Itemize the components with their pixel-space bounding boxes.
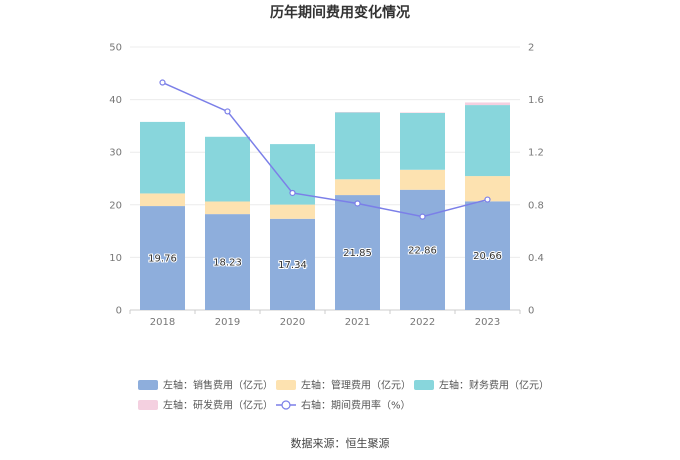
legend-item[interactable]: 左轴：销售费用（亿元）	[138, 379, 273, 392]
left-axis: 0 10 20 30 40 50	[109, 43, 122, 317]
line-series	[159, 79, 491, 220]
x-axis-tick-label: 2023	[475, 317, 500, 328]
x-axis: 2018 2019 2020 2021 2022 2023	[129, 310, 521, 328]
bar-segment-4	[335, 111, 380, 113]
legend-marker	[281, 400, 291, 410]
bar-segment-1	[270, 218, 315, 310]
x-axis-tick-label: 2018	[150, 317, 175, 328]
bar-segment-1	[335, 195, 380, 310]
right-axis-tick-label: 0.4	[528, 253, 544, 264]
bar-data-label: 20.66	[473, 251, 502, 262]
bar-segment-3	[400, 112, 445, 170]
left-axis-tick-label: 30	[109, 148, 122, 159]
bar-data-label: 21.85	[343, 248, 372, 259]
legend-swatch	[138, 380, 158, 390]
legend-swatch	[414, 380, 434, 390]
legend-item[interactable]: 左轴：研发费用（亿元）	[138, 399, 273, 412]
bar-segment-3	[205, 136, 250, 202]
bar-segment-1	[400, 189, 445, 310]
bar-segment-1	[205, 214, 250, 310]
legend-label: 左轴：销售费用（亿元）	[163, 379, 273, 392]
right-axis-tick-label: 1.2	[528, 148, 544, 159]
bar-segment-2	[140, 193, 185, 207]
rate-point	[354, 200, 361, 207]
grid-lines	[130, 46, 520, 311]
legend-label: 左轴：研发费用（亿元）	[163, 399, 273, 412]
bar-series: 19.76 18.23 17.34 21.85 22.86 20.66	[140, 102, 510, 310]
bar-segment-2	[270, 204, 315, 219]
left-axis-tick-label: 0	[116, 306, 122, 317]
left-axis-tick-label: 50	[109, 43, 122, 54]
left-axis-tick-label: 40	[109, 95, 122, 106]
x-axis-tick-label: 2022	[410, 317, 435, 328]
bar-segment-1	[465, 201, 510, 310]
bar-segment-3	[465, 105, 510, 177]
legend[interactable]: 左轴：销售费用（亿元） 左轴：管理费用（亿元） 左轴：财务费用（亿元） 左轴：研发费用…	[138, 379, 549, 412]
bar-segment-3	[335, 112, 380, 180]
right-axis: 0 0.4 0.8 1.2 1.6 2	[528, 43, 544, 317]
rate-point	[224, 108, 231, 115]
data-source: 数据来源：恒生聚源	[291, 436, 390, 450]
left-axis-tick-label: 10	[109, 253, 122, 264]
legend-item[interactable]: 左轴：管理费用（亿元）	[276, 379, 411, 392]
rate-point	[484, 196, 491, 203]
bar-segment-4	[465, 102, 510, 106]
rate-point	[159, 79, 166, 86]
bar-data-label: 19.76	[148, 254, 177, 265]
legend-swatch	[276, 380, 296, 390]
rate-point	[419, 213, 426, 220]
legend-label: 左轴：财务费用（亿元）	[439, 379, 549, 392]
bar-segment-2	[205, 201, 250, 215]
bar-segment-4	[400, 112, 445, 113]
legend-item[interactable]: 左轴：财务费用（亿元）	[414, 379, 549, 392]
bar-data-label: 22.86	[408, 245, 437, 256]
right-axis-tick-label: 0	[528, 306, 534, 317]
right-axis-tick-label: 2	[528, 43, 534, 54]
x-axis-tick-label: 2020	[280, 317, 305, 328]
legend-label: 左轴：管理费用（亿元）	[301, 379, 411, 392]
rate-line	[162, 81, 488, 218]
chart-title: 历年期间费用变化情况	[270, 4, 410, 21]
bar-segment-2	[335, 179, 380, 196]
x-axis-tick-label: 2019	[215, 317, 240, 328]
bar-segment-1	[140, 206, 185, 310]
legend-swatch	[138, 400, 158, 410]
bar-data-label: 18.23	[213, 258, 242, 269]
rate-point	[289, 189, 296, 197]
left-axis-tick-label: 20	[109, 200, 122, 211]
x-axis-tick-label: 2021	[345, 317, 370, 328]
legend-item[interactable]: 右轴：期间费用率（%）	[276, 399, 411, 412]
bar-segment-2	[400, 169, 445, 190]
right-axis-tick-label: 1.6	[528, 95, 544, 106]
right-axis-tick-label: 0.8	[528, 200, 544, 211]
bar-data-label: 17.34	[278, 260, 307, 271]
bar-segment-3	[140, 121, 185, 194]
legend-label: 右轴：期间费用率（%）	[301, 399, 411, 412]
